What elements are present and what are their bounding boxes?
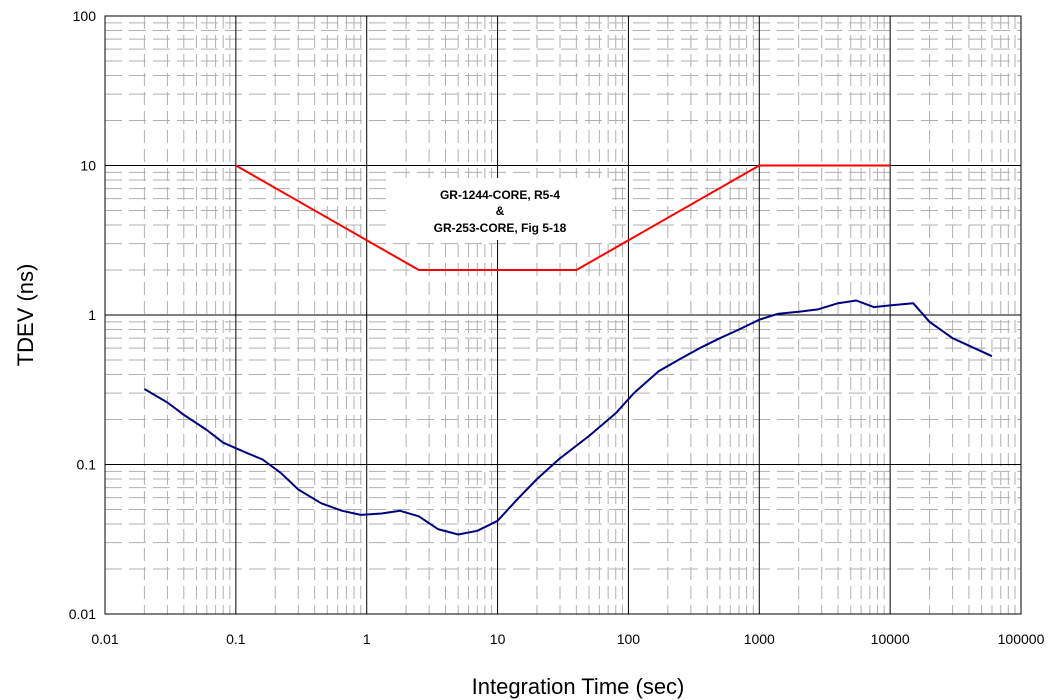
x-tick-label: 0.01 — [91, 631, 118, 647]
y-axis-title: TDEV (ns) — [13, 264, 38, 367]
annotation-box: GR-1244-CORE, R5-4 & GR-253-CORE, Fig 5-… — [388, 178, 612, 240]
y-tick-label: 10 — [80, 158, 96, 174]
x-axis-title: Integration Time (sec) — [472, 674, 685, 699]
x-tick-labels: 0.01 0.1 1 10 100 1000 10000 100000 — [91, 631, 1044, 647]
measured-tdev-line — [143, 299, 993, 536]
x-tick-label: 10000 — [871, 631, 910, 647]
y-tick-label: 0.1 — [77, 457, 97, 473]
y-tick-label: 1 — [88, 307, 96, 323]
annotation-background — [388, 178, 612, 240]
annotation-line-3: GR-253-CORE, Fig 5-18 — [434, 221, 567, 235]
series-group — [143, 164, 993, 536]
plot-frame — [104, 15, 1022, 615]
x-tick-label: 100 — [617, 631, 641, 647]
annotation-line-1: GR-1244-CORE, R5-4 — [440, 188, 560, 202]
x-tick-label: 1 — [363, 631, 371, 647]
x-tick-label: 100000 — [998, 631, 1045, 647]
mask-limit-line — [235, 164, 891, 271]
x-tick-label: 1000 — [744, 631, 775, 647]
x-tick-label: 10 — [490, 631, 506, 647]
grid-lines — [104, 15, 1022, 615]
y-tick-label: 0.01 — [69, 606, 96, 622]
x-tick-label: 0.1 — [226, 631, 246, 647]
y-tick-labels: 100 10 1 0.1 0.01 — [69, 8, 96, 622]
y-tick-label: 100 — [73, 8, 97, 24]
annotation-line-2: & — [496, 204, 505, 218]
